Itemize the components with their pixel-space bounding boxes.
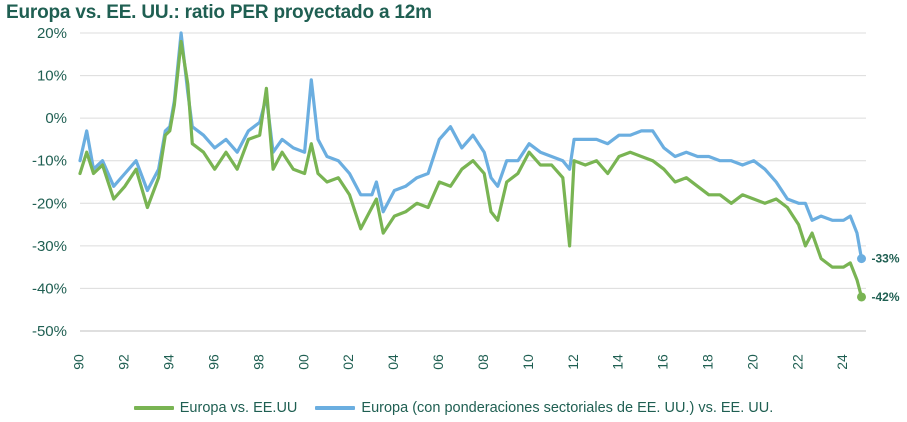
y-axis-ticks: 20% 10% 0% -10% -20% -30% -40% -50% (32, 25, 67, 340)
end-marker-europa-weighted (857, 254, 867, 264)
x-tick-label: 90 (71, 354, 87, 370)
x-tick-label: 04 (385, 354, 401, 370)
chart-title: Europa vs. EE. UU.: ratio PER proyectado… (6, 2, 432, 23)
legend-item-europa: Europa vs. EE.UU (133, 400, 298, 416)
y-tick-label: -40% (32, 280, 67, 297)
legend-item-europa-weighted: Europa (con ponderaciones sectoriales de… (315, 400, 773, 416)
gridlines (80, 32, 866, 332)
x-tick-label: 10 (520, 354, 536, 370)
x-tick-label: 00 (295, 354, 311, 370)
series-line-europa (78, 39, 864, 299)
x-tick-label: 12 (565, 354, 581, 370)
y-tick-label: -50% (32, 323, 67, 340)
x-tick-label: 24 (834, 354, 850, 370)
x-tick-label: 20 (744, 354, 760, 370)
legend-label-europa: Europa vs. EE.UU (179, 400, 298, 416)
y-tick-label: 10% (37, 68, 67, 85)
x-tick-label: 92 (116, 354, 132, 370)
legend-label-europa-weighted: Europa (con ponderaciones sectoriales de… (361, 400, 774, 416)
end-label-europa-weighted: -33% (872, 252, 900, 266)
y-tick-label: 0% (45, 110, 67, 127)
y-tick-label: -30% (32, 238, 67, 255)
x-tick-label: 16 (655, 354, 671, 370)
y-tick-label: -20% (32, 195, 67, 212)
series-lines (78, 31, 867, 302)
end-marker-europa (857, 292, 867, 302)
x-axis-ticks: 90 92 94 96 98 00 02 04 06 08 10 12 14 16 18 20 22 24 (71, 354, 851, 370)
x-tick-label: 08 (475, 354, 491, 370)
chart-plot: 20% 10% 0% -10% -20% -30% -40% -50% 90 92 94 96 98 0… (32, 25, 900, 370)
x-tick-label: 96 (205, 354, 221, 370)
legend-swatch-europa-weighted (315, 406, 356, 410)
x-tick-label: 14 (610, 354, 626, 370)
x-tick-label: 18 (700, 354, 716, 370)
x-tick-label: 02 (340, 354, 356, 370)
legend-swatch-europa (133, 406, 174, 410)
x-tick-label: 94 (161, 354, 177, 370)
x-tick-label: 98 (250, 354, 266, 370)
y-tick-label: -10% (32, 153, 67, 170)
x-tick-label: 06 (430, 354, 446, 370)
chart-legend: Europa vs. EE.UU Europa (con ponderacion… (0, 398, 907, 418)
y-tick-label: 20% (37, 25, 67, 42)
end-label-europa: -42% (872, 290, 900, 304)
x-tick-label: 22 (789, 354, 805, 370)
end-labels: -33% -42% (872, 252, 900, 304)
